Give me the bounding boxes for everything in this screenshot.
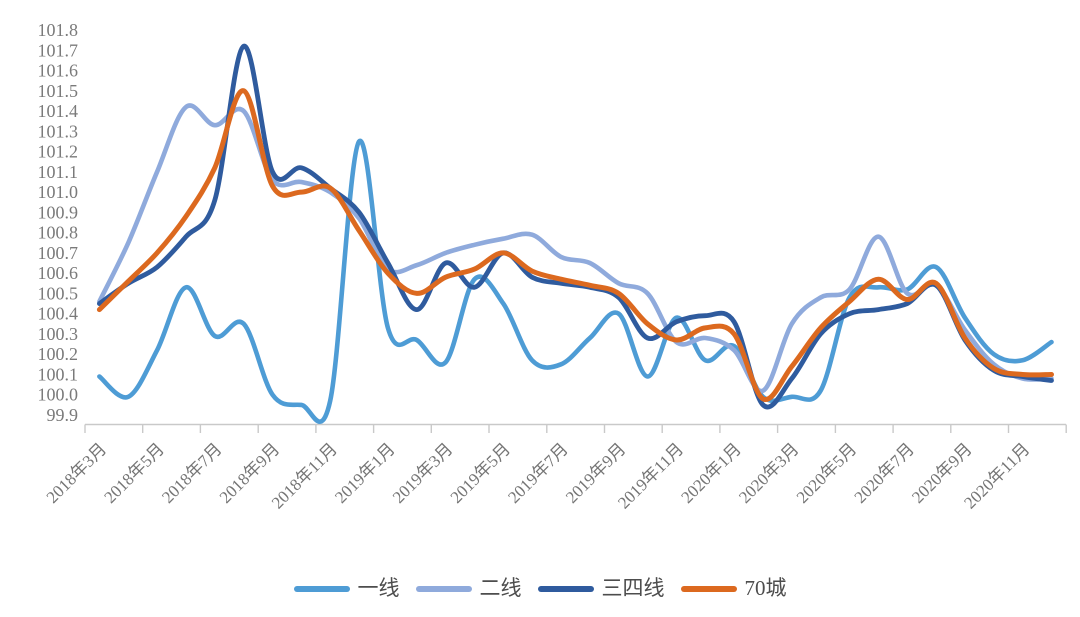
y-axis-tick-label: 100.0 [38,385,79,405]
y-axis-tick-label: 101.0 [38,182,79,202]
legend-swatch-tier3-4 [537,585,594,592]
y-axis-tick-label: 100.8 [38,223,79,243]
x-axis-tick-label: 2018年3月 [43,439,111,507]
legend-item-tier3-4: 三四线 [537,576,665,600]
legend-label-cities70: 70城 [744,576,787,600]
y-axis-tick-label: 99.9 [47,405,79,425]
legend-item-cities70: 70城 [680,576,787,600]
x-axis-tick-label: 2018年7月 [158,439,226,507]
chart-legend: 一线 二线 三四线 70城 [0,578,1080,599]
y-axis-tick-label: 100.7 [38,243,79,263]
series-line-cities70 [96,88,1054,402]
x-axis-tick-label: 2019年3月 [389,439,457,507]
series-line-tier3-4 [97,43,1054,410]
series-line-tier1 [97,138,1054,424]
legend-label-tier2: 二线 [479,576,522,600]
y-axis-tick-label: 100.4 [38,304,79,324]
legend-swatch-tier2 [415,585,472,592]
x-axis-tick-label: 2019年5月 [447,439,515,507]
y-axis-tick-label: 101.1 [38,162,79,182]
legend-item-tier1: 一线 [293,576,400,600]
x-axis-tick-label: 2019年7月 [504,439,572,507]
y-axis-tick-label: 101.3 [38,121,79,141]
legend-swatch-cities70 [680,585,737,592]
x-axis-tick-label: 2019年1月 [331,439,399,507]
legend-label-tier1: 一线 [357,576,400,600]
y-axis-tick-label: 100.9 [38,202,79,222]
legend-item-tier2: 二线 [415,576,522,600]
y-axis-tick-label: 101.5 [38,81,79,101]
y-axis-tick-label: 101.4 [38,101,79,121]
y-axis-tick-label: 100.1 [38,365,79,385]
x-axis-tick-label: 2020年3月 [735,439,803,507]
x-axis-tick-label: 2020年5月 [793,439,861,507]
x-axis-tick-label: 2020年1月 [677,439,745,507]
series-line-tier2 [97,103,1054,394]
legend-label-tier3-4: 三四线 [601,576,665,600]
y-axis-tick-label: 100.3 [38,324,79,344]
y-axis-tick-label: 100.2 [38,344,79,364]
chart-plot-area: 101.8101.7101.6101.5101.4101.3101.2101.1… [38,20,1067,512]
y-axis-tick-label: 101.6 [38,61,79,81]
y-axis-tick-label: 101.2 [38,142,79,162]
x-axis-tick-label: 2020年7月 [850,439,918,507]
x-axis-tick-label: 2018年5月 [100,439,168,507]
y-axis-tick-label: 101.7 [38,40,79,60]
y-axis-tick-label: 100.5 [38,283,79,303]
y-axis-tick-label: 100.6 [38,263,79,283]
y-axis-tick-label: 101.8 [38,20,79,40]
legend-swatch-tier1 [293,585,350,592]
